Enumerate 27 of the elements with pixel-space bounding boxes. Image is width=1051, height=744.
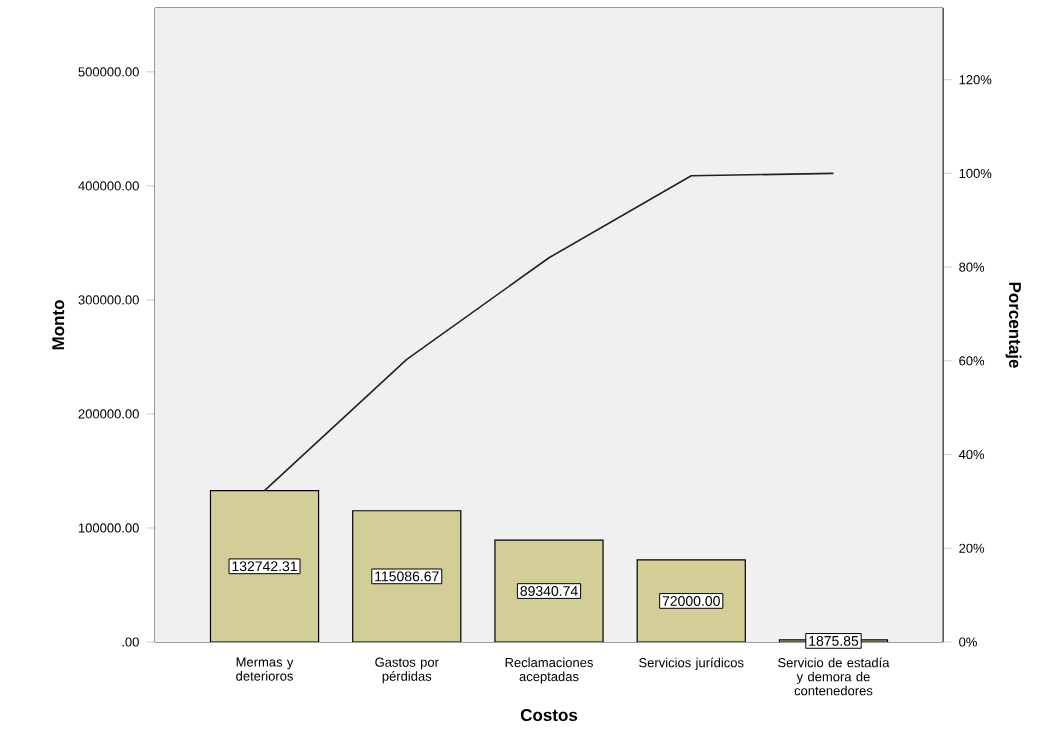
x-tick-label: Servicio de estadía y demora de contenedores [778,657,890,696]
x-tick-label: Mermas y deterioros [236,657,294,681]
y2-tick-label: 20% [959,543,985,553]
x-axis-title: Costos [520,709,578,722]
data-label: 89340.74 [520,586,578,596]
y-tick-label: 500000.00 [78,67,139,77]
y2-axis-title: Porcentaje [1005,282,1022,368]
y-tick-label: 100000.00 [78,523,139,533]
x-tick-label: Reclamaciones aceptadas [505,657,593,684]
y2-tick-label: 40% [958,449,985,460]
data-label: 72000.00 [662,596,720,606]
y-tick-label: 400000.00 [78,181,139,191]
y2-tick-label: 0% [959,637,977,647]
y2-tick-label: 60% [959,356,985,366]
y-tick-label: 300000.00 [78,295,139,305]
y2-tick-label: 100% [959,168,992,178]
y-tick-label: .00 [122,637,139,647]
y-tick-label: 200000.00 [78,409,139,419]
y2-tick-label: 120% [959,75,992,85]
x-tick-label: Gastos por pérdidas [375,657,439,684]
y-axis-title: Monto [52,300,65,350]
y2-tick-label: 80% [959,262,985,272]
data-label: 1875.85 [809,635,859,646]
x-tick-label: Servicios jurídicos [639,657,744,670]
data-label: 132742.31 [232,561,297,572]
data-label: 115086.67 [375,571,439,582]
line-series [263,172,835,492]
